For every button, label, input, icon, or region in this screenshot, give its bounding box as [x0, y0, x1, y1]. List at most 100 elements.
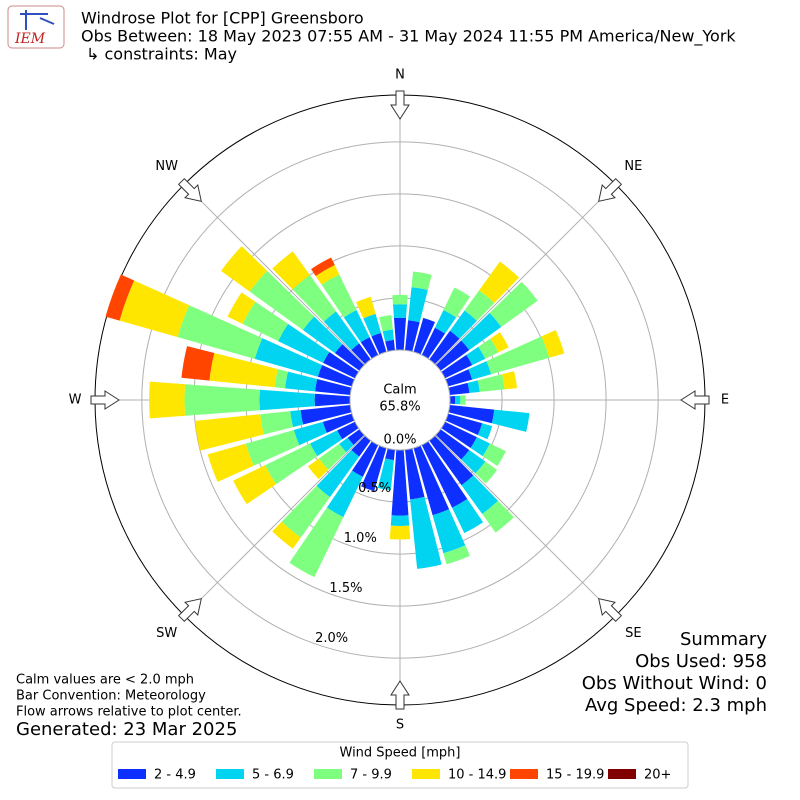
bar-segment	[478, 338, 499, 359]
legend-label: 10 - 14.9	[448, 768, 506, 783]
bar-segment	[272, 251, 310, 290]
bar-segment	[434, 310, 457, 334]
bar-segment	[209, 353, 278, 388]
bar-segment	[207, 443, 254, 482]
grid-spoke	[183, 183, 365, 365]
bar-segment	[475, 461, 498, 484]
legend-swatch	[510, 769, 538, 779]
logo: IEM	[7, 5, 65, 49]
bar-segment	[361, 445, 387, 492]
logo-text: IEM	[14, 31, 46, 47]
bar-segment	[410, 496, 442, 569]
bar-segment	[318, 443, 347, 470]
flow-arrow	[390, 90, 410, 120]
bar-segment	[310, 430, 343, 457]
bar-segment	[356, 296, 376, 319]
bar-segment	[421, 327, 446, 359]
bar-segment	[249, 270, 315, 330]
summary: Avg Speed: 2.3 mph	[585, 695, 767, 716]
constraints: ↳ constraints: May	[86, 45, 237, 64]
bar-segment	[149, 381, 186, 419]
bar-segment	[221, 246, 268, 292]
bar-segment	[461, 475, 498, 514]
legend-swatch	[314, 769, 342, 779]
bar-segment	[307, 458, 329, 480]
bar-segment	[311, 257, 335, 277]
bar-segment	[477, 374, 505, 392]
grid-spoke	[435, 435, 617, 617]
bar-segment	[411, 271, 432, 290]
r-tick-label: 0.5%	[358, 481, 391, 496]
note: Calm values are < 2.0 mph	[16, 673, 194, 688]
bar-segment	[490, 332, 509, 353]
summary: Obs Used: 958	[635, 651, 767, 672]
legend-title: Wind Speed [mph]	[340, 746, 461, 761]
r-tick-label: 0.0%	[383, 433, 416, 448]
bar-segment	[302, 316, 343, 354]
bar-segment	[371, 332, 387, 355]
r-tick-label: 1.5%	[329, 581, 362, 596]
bar-segment	[461, 449, 486, 474]
legend-swatch	[216, 769, 244, 779]
bar-segment	[455, 395, 461, 405]
bar-segment	[343, 310, 370, 343]
bar-segment	[290, 410, 304, 428]
bar-segment	[119, 280, 190, 338]
bar-segment	[429, 435, 474, 486]
bar-segment	[105, 274, 135, 321]
bar-segment	[184, 384, 260, 416]
bar-segment	[285, 371, 318, 392]
calm-circle	[349, 349, 451, 451]
bar-segment	[274, 369, 288, 389]
compass-label: S	[396, 718, 404, 733]
bar-segment	[315, 379, 352, 395]
bar-segment	[322, 413, 355, 433]
bar-segment	[352, 441, 379, 477]
r-tick-label: 2.0%	[315, 631, 348, 646]
bar-segment	[323, 311, 360, 350]
flow-arrow	[390, 680, 410, 710]
bar-segment	[265, 443, 318, 485]
bar-segment	[293, 421, 327, 446]
bar-segment	[289, 507, 344, 578]
compass-label: N	[395, 68, 405, 83]
chart-subtitle: Obs Between: 18 May 2023 07:55 AM - 31 M…	[81, 27, 736, 47]
legend-label: 5 - 6.9	[252, 768, 294, 783]
summary: Summary	[680, 629, 767, 650]
compass-label: SE	[625, 626, 641, 641]
bar-segment	[227, 292, 256, 324]
bar-segment	[385, 448, 395, 461]
bar-segment	[339, 437, 354, 453]
bar-segment	[448, 382, 470, 395]
bar-segment	[449, 310, 477, 339]
bar-segment	[314, 393, 351, 407]
compass-label: NW	[155, 159, 178, 174]
compass-label: NE	[624, 159, 642, 174]
bar-segment	[194, 414, 264, 451]
note: Bar Convention: Meteorology	[16, 689, 206, 704]
bar-segment	[452, 499, 484, 534]
bar-segment	[363, 313, 382, 337]
bar-segment	[316, 450, 360, 498]
bar-segment	[389, 525, 411, 540]
bar-segment	[390, 515, 410, 526]
bar-segment	[181, 346, 215, 381]
bar-segment	[429, 330, 460, 365]
bar-segment	[317, 364, 355, 387]
bar-segment	[468, 361, 492, 380]
bar-segment	[443, 287, 471, 318]
bar-segment	[382, 329, 394, 342]
bar-segment	[245, 430, 300, 466]
bar-segment	[323, 352, 359, 379]
bar-segment	[466, 346, 486, 366]
bar-segment	[432, 509, 466, 554]
bar-segment	[445, 413, 483, 436]
legend-label: 2 - 4.9	[154, 768, 196, 783]
bar-segment	[351, 343, 371, 365]
bar-segment	[408, 287, 428, 323]
r-tick-label: 1.0%	[344, 531, 377, 546]
bar-segment	[413, 317, 436, 355]
legend-box	[111, 741, 689, 789]
grid-spoke	[183, 435, 365, 617]
